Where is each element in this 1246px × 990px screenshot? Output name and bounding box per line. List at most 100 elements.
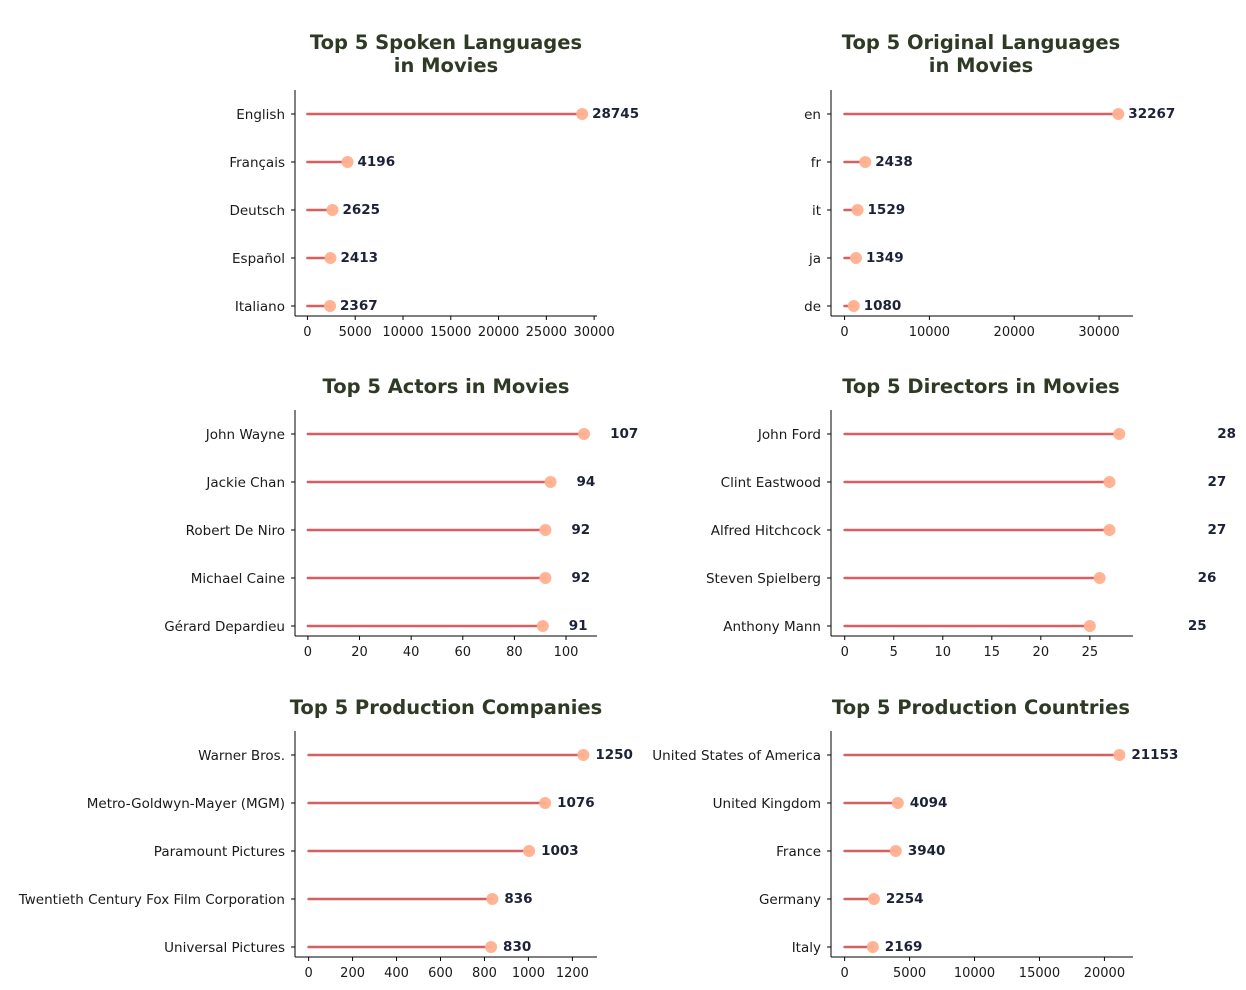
category-label: Gérard Depardieu <box>164 619 285 635</box>
x-tick-label: 10000 <box>954 966 995 981</box>
lollipop-dot <box>867 893 880 905</box>
category-label: Metro-Goldwyn-Mayer (MGM) <box>87 796 285 812</box>
x-tick-label: 30000 <box>1078 325 1119 340</box>
value-label: 94 <box>577 474 596 490</box>
lollipop-dot <box>486 893 499 905</box>
x-tick-label: 10000 <box>382 325 423 340</box>
value-label: 92 <box>571 570 590 586</box>
value-label: 32267 <box>1128 106 1175 122</box>
x-tick-label: 1200 <box>556 966 589 981</box>
lollipop-dot <box>544 476 557 488</box>
lollipop-dot <box>326 204 339 216</box>
x-tick-label: 600 <box>428 966 453 981</box>
value-label: 1250 <box>595 747 633 763</box>
lollipop-dot <box>341 156 354 168</box>
category-label: Jackie Chan <box>205 475 285 491</box>
lollipop-dot <box>523 845 536 857</box>
x-tick-label: 30000 <box>573 325 614 340</box>
category-label: France <box>776 844 821 860</box>
value-label: 4094 <box>910 795 948 811</box>
x-tick-label: 200 <box>340 966 365 981</box>
lollipop-dot <box>539 524 552 536</box>
x-tick-label: 25000 <box>526 325 567 340</box>
x-tick-label: 100 <box>554 645 579 660</box>
value-label: 92 <box>571 522 590 538</box>
value-label: 836 <box>504 891 532 907</box>
lollipop-dot <box>851 204 864 216</box>
category-label: Italy <box>792 940 821 956</box>
value-label: 2413 <box>340 250 378 266</box>
chart-title-line: Top 5 Production Companies <box>290 696 603 719</box>
value-label: 3940 <box>908 843 946 859</box>
lollipop-dot <box>1093 572 1106 584</box>
category-label: Steven Spielberg <box>706 571 821 587</box>
category-label: Clint Eastwood <box>721 475 821 491</box>
value-label: 2169 <box>885 939 923 955</box>
value-label: 1349 <box>866 250 904 266</box>
category-label: Universal Pictures <box>164 940 285 956</box>
chart-title-line: Top 5 Production Countries <box>832 696 1130 719</box>
x-tick-label: 0 <box>841 645 849 660</box>
value-label: 26 <box>1198 570 1217 586</box>
value-label: 4196 <box>358 154 396 170</box>
x-tick-label: 15000 <box>1019 966 1060 981</box>
x-tick-label: 800 <box>472 966 497 981</box>
value-label: 2438 <box>875 154 913 170</box>
chart-panel-6: Top 5 Production Countries 0 5000 10000 1500… <box>652 696 1178 981</box>
x-tick-label: 5000 <box>339 325 372 340</box>
value-label: 830 <box>503 939 531 955</box>
chart-panel-5: Top 5 Production Companies 0 200 400 600 800 1… <box>18 696 633 981</box>
chart-title-line: Top 5 Directors in Movies <box>842 375 1120 398</box>
category-label: Anthony Mann <box>723 619 821 635</box>
value-label: 2367 <box>340 298 378 314</box>
category-label: ja <box>808 251 821 267</box>
chart-panel-4: Top 5 Directors in Movies 0 5 10 15 20 25 John … <box>706 375 1236 660</box>
category-label: Français <box>229 155 285 171</box>
category-label: Michael Caine <box>191 571 285 587</box>
value-label: 2254 <box>886 891 924 907</box>
value-label: 91 <box>569 618 588 634</box>
value-label: 27 <box>1207 522 1226 538</box>
lollipop-dot <box>859 156 872 168</box>
x-tick-label: 15000 <box>430 325 471 340</box>
category-label: John Wayne <box>205 427 285 443</box>
x-tick-label: 20 <box>1033 645 1050 660</box>
x-tick-label: 20 <box>351 645 368 660</box>
value-label: 2625 <box>343 202 381 218</box>
x-tick-label: 10000 <box>909 325 950 340</box>
lollipop-dot <box>1103 476 1116 488</box>
lollipop-dot <box>847 300 860 312</box>
x-tick-label: 0 <box>840 966 848 981</box>
category-label: Twentieth Century Fox Film Corporation <box>18 892 285 908</box>
x-tick-label: 20000 <box>1084 966 1125 981</box>
chart-panel-3: Top 5 Actors in Movies 0 20 40 60 80 100 John W… <box>164 375 638 660</box>
x-tick-label: 0 <box>304 966 312 981</box>
category-label: United States of America <box>652 748 821 764</box>
category-label: Germany <box>759 892 821 908</box>
chart-title-line: in Movies <box>929 54 1033 77</box>
value-label: 28745 <box>592 106 639 122</box>
x-tick-label: 10 <box>935 645 952 660</box>
value-label: 27 <box>1207 474 1226 490</box>
lollipop-dot <box>578 428 591 440</box>
x-tick-label: 25 <box>1082 645 1099 660</box>
x-tick-label: 20000 <box>478 325 519 340</box>
x-tick-label: 400 <box>384 966 409 981</box>
x-tick-label: 60 <box>455 645 472 660</box>
category-label: Italiano <box>235 299 285 315</box>
chart-title-line: in Movies <box>394 54 498 77</box>
category-label: Robert De Niro <box>186 523 285 539</box>
x-tick-label: 0 <box>303 325 311 340</box>
chart-title-line: Top 5 Spoken Languages <box>310 31 582 54</box>
lollipop-dot <box>324 300 337 312</box>
x-tick-label: 20000 <box>994 325 1035 340</box>
lollipop-dot <box>539 797 552 809</box>
category-label: John Ford <box>757 427 821 443</box>
category-label: Warner Bros. <box>198 748 285 764</box>
x-tick-label: 5 <box>890 645 898 660</box>
lollipop-dot <box>1083 620 1096 632</box>
lollipop-dot <box>485 941 498 953</box>
x-tick-label: 1000 <box>512 966 545 981</box>
